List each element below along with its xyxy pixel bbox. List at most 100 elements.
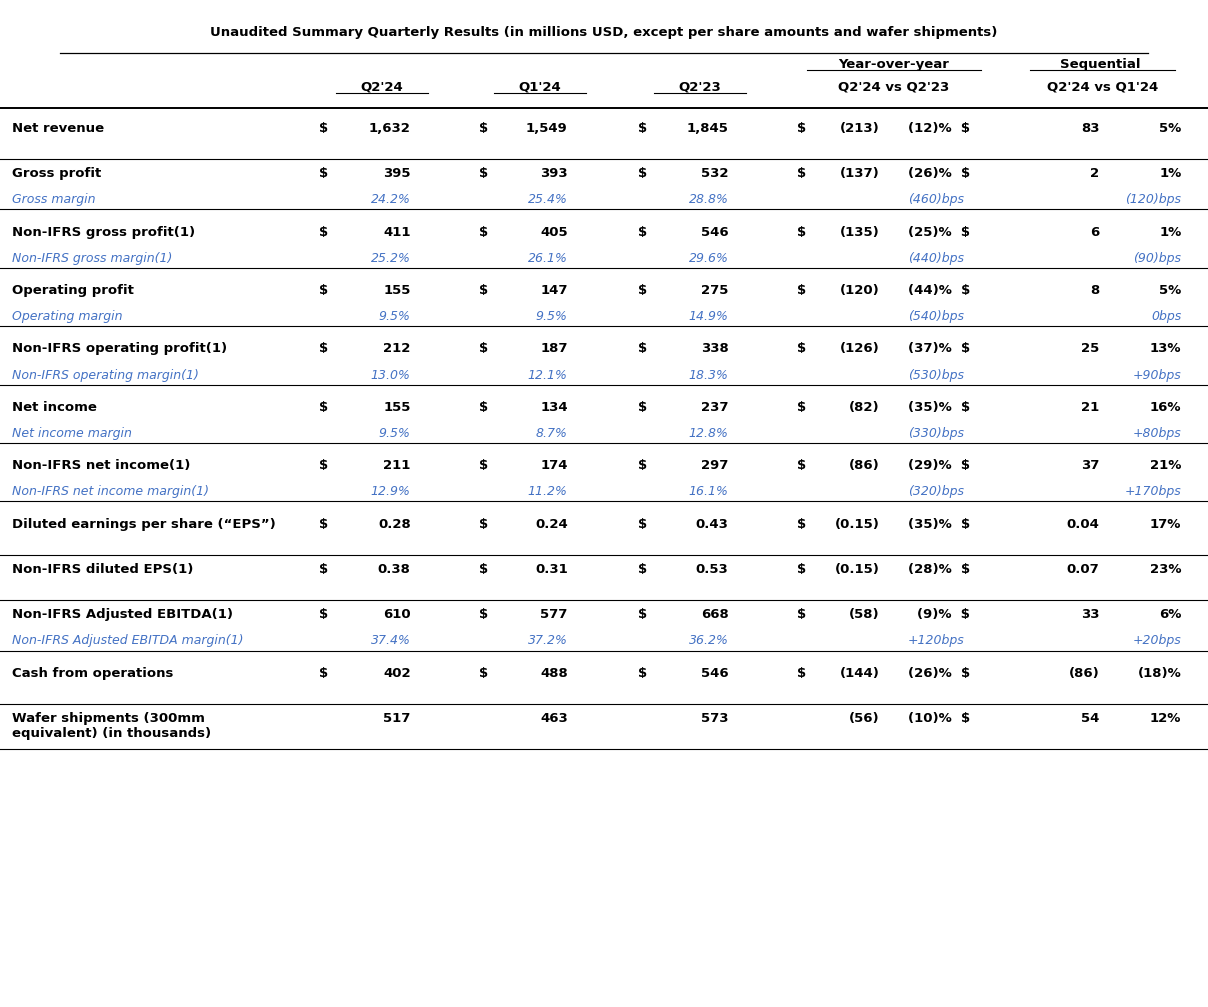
Text: Operating profit: Operating profit (12, 284, 134, 297)
Text: +20bps: +20bps (1133, 634, 1181, 648)
Text: (144): (144) (840, 667, 879, 680)
Text: 1%: 1% (1160, 167, 1181, 180)
Text: $: $ (319, 401, 329, 414)
Text: 1,549: 1,549 (525, 122, 568, 135)
Text: $: $ (319, 563, 329, 576)
Text: 2: 2 (1090, 167, 1099, 180)
Text: (0.15): (0.15) (835, 563, 879, 576)
Text: $: $ (796, 563, 806, 576)
Text: 5%: 5% (1160, 122, 1181, 135)
Text: +120bps: +120bps (907, 634, 964, 648)
Text: $: $ (796, 608, 806, 621)
Text: 155: 155 (383, 284, 411, 297)
Text: (530)bps: (530)bps (908, 369, 964, 382)
Text: 0.38: 0.38 (378, 563, 411, 576)
Text: 6%: 6% (1158, 608, 1181, 621)
Text: 9.5%: 9.5% (536, 310, 568, 323)
Text: Operating margin: Operating margin (12, 310, 122, 323)
Text: (137): (137) (840, 167, 879, 180)
Text: 17%: 17% (1150, 518, 1181, 531)
Text: 0.28: 0.28 (378, 518, 411, 531)
Text: (213): (213) (840, 122, 879, 135)
Text: (28)%  $: (28)% $ (908, 563, 970, 576)
Text: 0bps: 0bps (1151, 310, 1181, 323)
Text: Net revenue: Net revenue (12, 122, 104, 135)
Text: 532: 532 (701, 167, 728, 180)
Text: Q1'24: Q1'24 (518, 81, 562, 94)
Text: Non-IFRS gross margin(1): Non-IFRS gross margin(1) (12, 252, 173, 265)
Text: 147: 147 (540, 284, 568, 297)
Text: (330)bps: (330)bps (908, 427, 964, 440)
Text: Non-IFRS Adjusted EBITDA(1): Non-IFRS Adjusted EBITDA(1) (12, 608, 233, 621)
Text: 212: 212 (383, 342, 411, 355)
Text: $: $ (478, 401, 488, 414)
Text: 546: 546 (701, 226, 728, 239)
Text: $: $ (478, 284, 488, 297)
Text: 573: 573 (701, 712, 728, 725)
Text: $: $ (478, 226, 488, 239)
Text: 37.2%: 37.2% (528, 634, 568, 648)
Text: 237: 237 (701, 401, 728, 414)
Text: Non-IFRS operating margin(1): Non-IFRS operating margin(1) (12, 369, 199, 382)
Text: $: $ (638, 459, 647, 472)
Text: (37)%  $: (37)% $ (908, 342, 970, 355)
Text: 0.04: 0.04 (1067, 518, 1099, 531)
Text: 12.1%: 12.1% (528, 369, 568, 382)
Text: 25.2%: 25.2% (371, 252, 411, 265)
Text: 0.43: 0.43 (696, 518, 728, 531)
Text: $: $ (638, 226, 647, 239)
Text: 37.4%: 37.4% (371, 634, 411, 648)
Text: (82): (82) (849, 401, 879, 414)
Text: $: $ (478, 167, 488, 180)
Text: $: $ (319, 167, 329, 180)
Text: Q2'24 vs Q1'24: Q2'24 vs Q1'24 (1047, 81, 1158, 94)
Text: 13.0%: 13.0% (371, 369, 411, 382)
Text: 8: 8 (1090, 284, 1099, 297)
Text: 37: 37 (1081, 459, 1099, 472)
Text: 28.8%: 28.8% (689, 193, 728, 206)
Text: $: $ (638, 342, 647, 355)
Text: Non-IFRS diluted EPS(1): Non-IFRS diluted EPS(1) (12, 563, 193, 576)
Text: 25.4%: 25.4% (528, 193, 568, 206)
Text: (18)%: (18)% (1138, 667, 1181, 680)
Text: (120)bps: (120)bps (1126, 193, 1181, 206)
Text: 9.5%: 9.5% (379, 427, 411, 440)
Text: 610: 610 (383, 608, 411, 621)
Text: 395: 395 (383, 167, 411, 180)
Text: $: $ (796, 226, 806, 239)
Text: 0.24: 0.24 (535, 518, 568, 531)
Text: Q2'24 vs Q2'23: Q2'24 vs Q2'23 (838, 81, 949, 94)
Text: (0.15): (0.15) (835, 518, 879, 531)
Text: 23%: 23% (1150, 563, 1181, 576)
Text: 297: 297 (701, 459, 728, 472)
Text: $: $ (638, 122, 647, 135)
Text: 1,632: 1,632 (368, 122, 411, 135)
Text: 668: 668 (701, 608, 728, 621)
Text: 402: 402 (383, 667, 411, 680)
Text: $: $ (319, 122, 329, 135)
Text: 155: 155 (383, 401, 411, 414)
Text: $: $ (796, 167, 806, 180)
Text: 16.1%: 16.1% (689, 485, 728, 498)
Text: (86): (86) (1069, 667, 1099, 680)
Text: (440)bps: (440)bps (908, 252, 964, 265)
Text: $: $ (478, 122, 488, 135)
Text: 134: 134 (540, 401, 568, 414)
Text: 12%: 12% (1150, 712, 1181, 725)
Text: $: $ (638, 518, 647, 531)
Text: 577: 577 (540, 608, 568, 621)
Text: Non-IFRS operating profit(1): Non-IFRS operating profit(1) (12, 342, 227, 355)
Text: (120): (120) (840, 284, 879, 297)
Text: (35)%  $: (35)% $ (908, 401, 970, 414)
Text: Net income: Net income (12, 401, 97, 414)
Text: $: $ (638, 608, 647, 621)
Text: 187: 187 (540, 342, 568, 355)
Text: $: $ (319, 226, 329, 239)
Text: 393: 393 (540, 167, 568, 180)
Text: Non-IFRS net income(1): Non-IFRS net income(1) (12, 459, 191, 472)
Text: $: $ (319, 608, 329, 621)
Text: $: $ (796, 518, 806, 531)
Text: 8.7%: 8.7% (536, 427, 568, 440)
Text: $: $ (478, 608, 488, 621)
Text: 488: 488 (540, 667, 568, 680)
